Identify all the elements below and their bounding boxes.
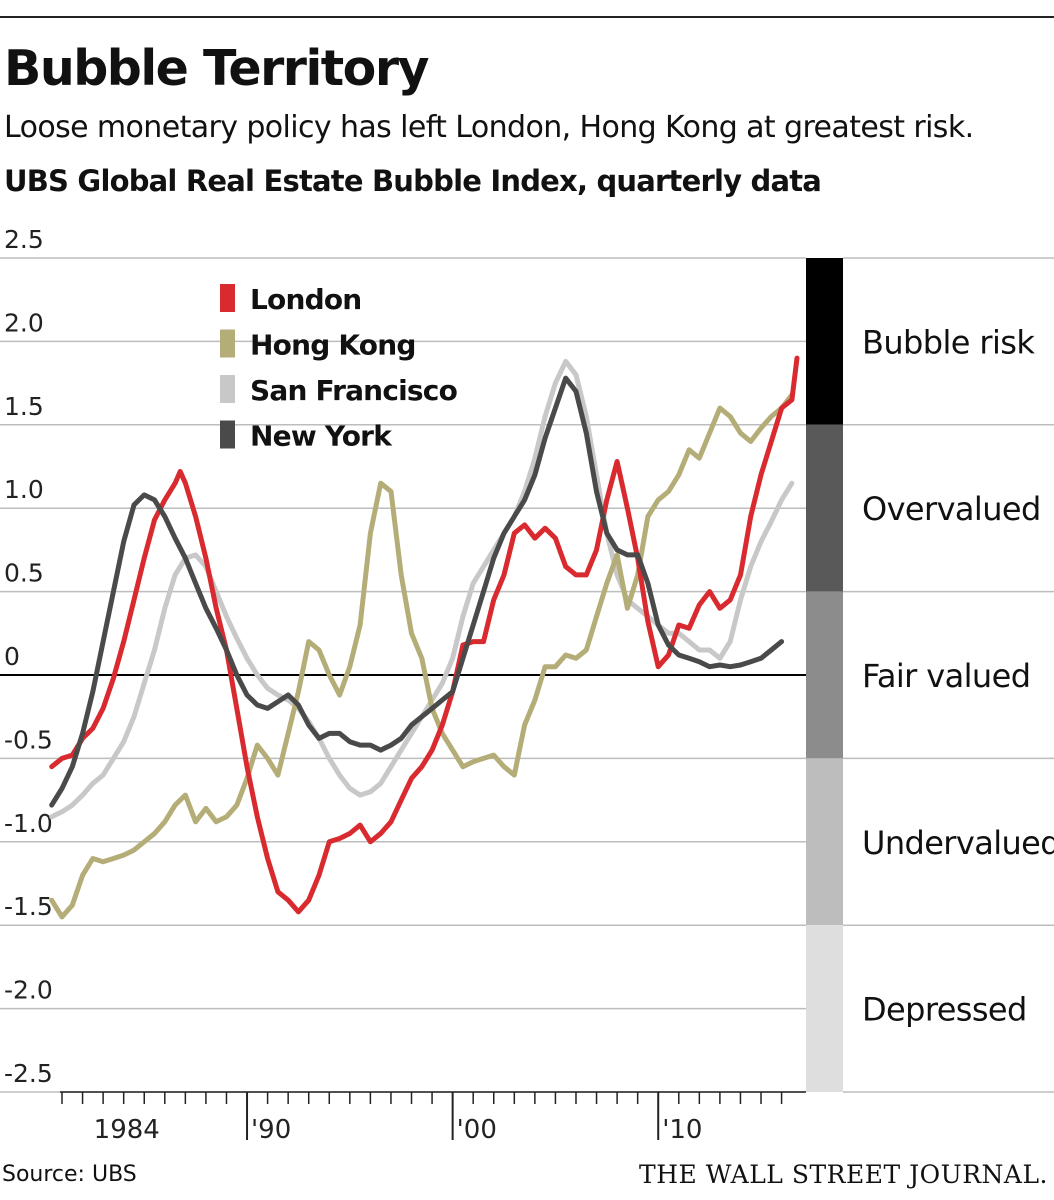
y-tick-label: -1.0: [4, 809, 53, 838]
legend-swatch: [220, 329, 235, 358]
x-tick-label: 1984: [94, 1115, 160, 1145]
zone-band: [806, 758, 843, 926]
page-title: Bubble Territory: [4, 40, 429, 97]
legend-layer: London Hong Kong San Francisco New York: [220, 283, 458, 453]
legend-swatch: [220, 420, 235, 449]
zone-label: Bubble risk: [862, 323, 1035, 361]
y-tick-label: -2.0: [4, 976, 53, 1005]
y-tick-label: -0.5: [4, 725, 53, 754]
series-layer: [49, 355, 800, 920]
x-tick-label: '00: [457, 1115, 497, 1145]
legend-label: Hong Kong: [250, 329, 416, 362]
x-tick-label: '10: [662, 1115, 702, 1145]
zone-band: [806, 591, 843, 759]
subtitle: Loose monetary policy has left London, H…: [4, 110, 974, 145]
series-line-new-york: [49, 375, 785, 808]
zone-label: Overvalued: [862, 490, 1041, 528]
y-tick-label: 0: [4, 642, 20, 671]
y-tick-label: -1.5: [4, 892, 53, 921]
x-tick-label: '90: [251, 1115, 291, 1145]
y-tick-label: -2.5: [4, 1059, 53, 1088]
legend-label: New York: [250, 420, 393, 453]
series-line-san-francisco: [49, 358, 795, 820]
zone-band: [806, 258, 843, 425]
zone-band: [806, 925, 843, 1092]
zone-band: [806, 424, 843, 592]
y-tick-label: 1.0: [4, 475, 44, 504]
publisher-logo: THE WALL STREET JOURNAL.: [639, 1160, 1048, 1189]
y-tick-label: 2.0: [4, 308, 44, 337]
zone-label: Fair valued: [862, 657, 1030, 695]
top-rule: [0, 16, 1054, 18]
source-note: Source: UBS: [2, 1162, 137, 1187]
series-line-london: [49, 355, 800, 915]
legend-swatch: [220, 284, 235, 312]
zone-label: Undervalued: [862, 824, 1054, 862]
y-tick-label: 2.5: [4, 225, 44, 254]
y-tick-label: 0.5: [4, 559, 44, 588]
axis-layer: 2.5 2.0 1.5 1.0 0.5 0 -0.5 -1.0 -1.5 -2.0 -2.5 1984…: [4, 225, 806, 1145]
series-line-hong-kong: [49, 392, 795, 920]
legend-swatch: [220, 375, 235, 403]
y-tick-label: 1.5: [4, 392, 44, 421]
zone-label: Depressed: [862, 991, 1027, 1029]
chart-title: UBS Global Real Estate Bubble Index, qua…: [4, 164, 822, 198]
legend-label: San Francisco: [250, 374, 458, 407]
zone-layer: Bubble risk Overvalued Fair valued Underval…: [806, 257, 1054, 1093]
legend-label: London: [250, 283, 361, 316]
